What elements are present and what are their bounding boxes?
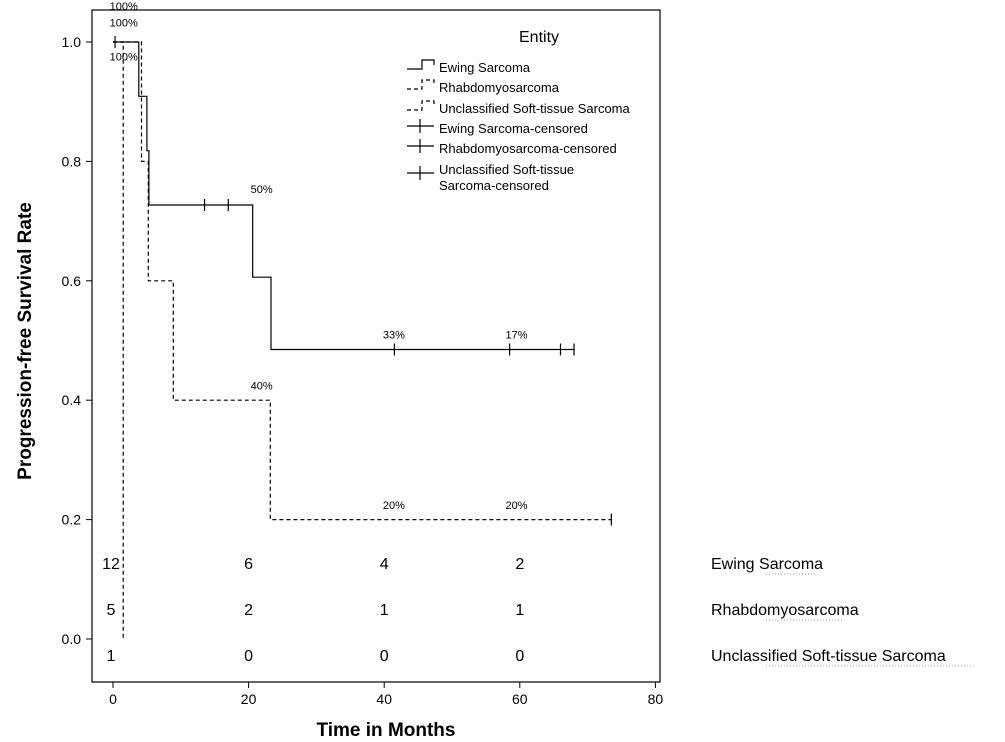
- at-risk-count: 0: [380, 648, 389, 665]
- percent-annotation: 50%: [251, 184, 273, 196]
- legend-entry: Ewing Sarcoma-censored: [439, 121, 588, 136]
- at-risk-row-label: Rhabdomyosarcoma: [711, 602, 859, 619]
- legend-entry: Rhabdomyosarcoma: [439, 80, 560, 95]
- at-risk-count: 2: [244, 602, 253, 619]
- at-risk-count: 4: [380, 556, 389, 573]
- percent-annotation: 100%: [110, 1, 138, 13]
- y-axis-label: Progression-free Survival Rate: [15, 202, 36, 480]
- percent-annotation: 33%: [383, 330, 405, 342]
- legend-line-symbol: [407, 59, 435, 70]
- y-tick-label: 1.0: [62, 34, 82, 50]
- at-risk-count: 2: [515, 556, 524, 573]
- at-risk-count: 1: [107, 648, 116, 665]
- legend-line-symbol: [407, 100, 435, 111]
- y-tick-label: 0.2: [62, 512, 82, 528]
- x-tick-label: 0: [109, 691, 117, 707]
- percent-annotation: 20%: [506, 500, 528, 512]
- percent-annotation: 100%: [110, 17, 138, 29]
- at-risk-count: 12: [102, 556, 120, 573]
- at-risk-count: 1: [380, 602, 389, 619]
- axis-ticks: 0 20 40 60 800.00.20.40.60.81.0: [62, 34, 664, 707]
- series-line-1: [113, 41, 612, 521]
- x-tick-label: 80: [648, 691, 664, 707]
- legend-entry: Unclassified Soft-tissue Sarcoma-censored: [439, 162, 574, 193]
- y-tick-label: 0.0: [62, 631, 82, 647]
- y-tick-label: 0.4: [62, 392, 82, 408]
- legend-title: Entity: [519, 29, 559, 46]
- percent-annotation: 17%: [506, 330, 528, 342]
- series-line-2: [113, 41, 124, 639]
- at-risk-count: 0: [244, 648, 253, 665]
- at-risk-count: 6: [244, 556, 253, 573]
- survival-curves: [113, 36, 612, 639]
- x-tick-label: 60: [512, 691, 528, 707]
- numbers-at-risk: 12 6 4 2 Ewing Sarcoma 5 2 1 1 Rhabdomyosarcoma 1 0…: [102, 556, 974, 667]
- at-risk-count: 5: [107, 602, 116, 619]
- percent-annotations: 100% 100% 100% 50% 33% 17% 40% 20% 20%: [110, 1, 528, 512]
- x-axis-label: Time in Months: [317, 720, 456, 741]
- legend: Entity Ewing Sarcoma Rhabdomyosarcoma Uncla…: [407, 29, 631, 193]
- x-tick-label: 40: [376, 691, 392, 707]
- legend-entry: Unclassified Soft-tissue Sarcoma: [439, 101, 631, 116]
- legend-entry: Ewing Sarcoma: [439, 60, 531, 75]
- percent-annotation: 40%: [251, 380, 273, 392]
- y-tick-label: 0.8: [62, 153, 82, 169]
- percent-annotation: 20%: [383, 500, 405, 512]
- legend-entry: Rhabdomyosarcoma-censored: [439, 141, 617, 156]
- at-risk-row-label: Ewing Sarcoma: [711, 556, 823, 573]
- plot-frame: [91, 9, 661, 683]
- at-risk-count: 1: [515, 602, 524, 619]
- at-risk-count: 0: [515, 648, 524, 665]
- percent-annotation: 100%: [110, 52, 138, 64]
- legend-line-symbol: [407, 79, 435, 90]
- at-risk-row-label: Unclassified Soft-tissue Sarcoma: [711, 648, 946, 665]
- x-tick-label: 20: [241, 691, 257, 707]
- y-tick-label: 0.6: [62, 273, 82, 289]
